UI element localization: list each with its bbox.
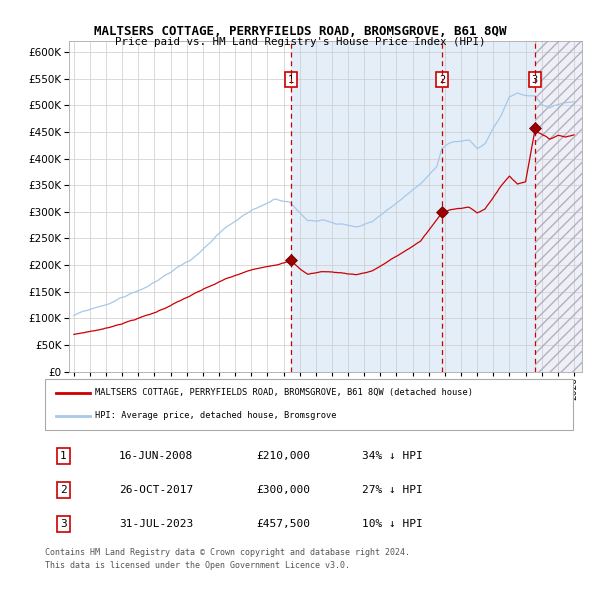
Text: Price paid vs. HM Land Registry's House Price Index (HPI): Price paid vs. HM Land Registry's House … (115, 37, 485, 47)
Text: 16-JUN-2008: 16-JUN-2008 (119, 451, 193, 461)
Bar (535, 41, 582, 372)
Text: 3: 3 (532, 75, 538, 85)
Text: 1: 1 (288, 75, 294, 85)
Text: Contains HM Land Registry data © Crown copyright and database right 2024.: Contains HM Land Registry data © Crown c… (45, 548, 410, 556)
Text: 31-JUL-2023: 31-JUL-2023 (119, 519, 193, 529)
Text: 2: 2 (439, 75, 445, 85)
Text: 10% ↓ HPI: 10% ↓ HPI (362, 519, 422, 529)
Text: MALTSERS COTTAGE, PERRYFIELDS ROAD, BROMSGROVE, B61 8QW: MALTSERS COTTAGE, PERRYFIELDS ROAD, BROM… (94, 25, 506, 38)
Text: 2: 2 (60, 485, 67, 494)
Text: 34% ↓ HPI: 34% ↓ HPI (362, 451, 422, 461)
Text: MALTSERS COTTAGE, PERRYFIELDS ROAD, BROMSGROVE, B61 8QW (detached house): MALTSERS COTTAGE, PERRYFIELDS ROAD, BROM… (95, 388, 473, 398)
FancyBboxPatch shape (45, 379, 573, 430)
Bar (291, 41, 535, 372)
Text: 27% ↓ HPI: 27% ↓ HPI (362, 485, 422, 494)
Text: HPI: Average price, detached house, Bromsgrove: HPI: Average price, detached house, Brom… (95, 411, 337, 421)
Text: 3: 3 (60, 519, 67, 529)
Bar (535, 41, 582, 372)
Text: £300,000: £300,000 (256, 485, 310, 494)
Text: £457,500: £457,500 (256, 519, 310, 529)
Text: 26-OCT-2017: 26-OCT-2017 (119, 485, 193, 494)
Text: £210,000: £210,000 (256, 451, 310, 461)
Text: This data is licensed under the Open Government Licence v3.0.: This data is licensed under the Open Gov… (45, 560, 350, 569)
Text: 1: 1 (60, 451, 67, 461)
